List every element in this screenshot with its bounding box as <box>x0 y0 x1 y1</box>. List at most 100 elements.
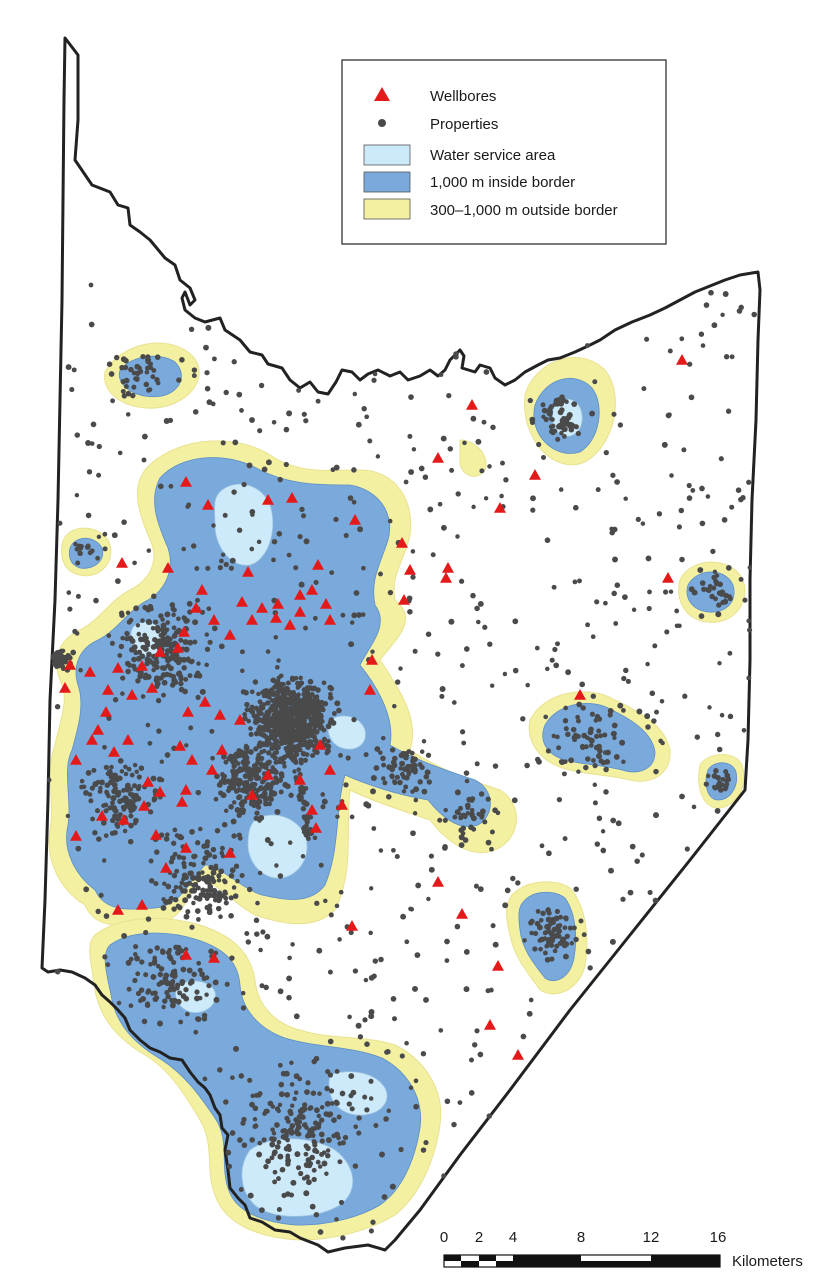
property-point <box>54 703 61 710</box>
property-point <box>204 385 211 392</box>
property-point <box>195 597 200 603</box>
property-point <box>594 733 600 739</box>
property-point <box>109 640 115 646</box>
property-point <box>270 703 276 709</box>
property-point <box>589 711 595 717</box>
property-point <box>331 711 337 716</box>
property-point <box>524 762 530 769</box>
property-point <box>573 886 579 892</box>
property-point <box>346 1101 352 1107</box>
property-point <box>284 1091 291 1098</box>
property-point <box>492 763 499 769</box>
property-point <box>273 776 279 782</box>
property-point <box>111 532 118 539</box>
property-point <box>285 1118 291 1124</box>
property-point <box>274 664 280 670</box>
property-point <box>46 777 52 783</box>
property-point <box>371 377 377 383</box>
property-point <box>226 756 232 762</box>
property-point <box>181 656 187 663</box>
property-point <box>283 1145 290 1152</box>
property-point <box>263 712 270 718</box>
property-point <box>150 660 155 666</box>
property-point <box>351 499 357 505</box>
property-point <box>210 846 217 853</box>
wellbore-point <box>404 564 416 575</box>
property-point <box>603 789 609 795</box>
property-point <box>526 1010 533 1017</box>
property-point <box>264 933 271 940</box>
property-point <box>688 586 695 593</box>
property-point <box>289 1060 294 1066</box>
property-point <box>163 418 170 424</box>
wellbore-point <box>136 899 148 910</box>
property-point <box>165 639 170 645</box>
property-point <box>383 1116 389 1122</box>
property-point <box>161 1004 166 1010</box>
property-point <box>162 881 167 886</box>
property-point <box>423 774 430 780</box>
property-point <box>543 714 549 720</box>
property-point <box>481 419 487 425</box>
property-point <box>90 816 96 822</box>
property-point <box>174 868 180 874</box>
property-point <box>557 941 563 946</box>
property-point <box>316 1113 322 1119</box>
property-point <box>115 789 122 796</box>
property-point <box>270 1127 275 1132</box>
property-point <box>504 887 511 894</box>
property-point <box>88 282 94 288</box>
property-point <box>258 725 264 730</box>
property-point <box>542 936 548 942</box>
property-point <box>195 789 202 796</box>
property-point <box>193 853 198 859</box>
property-point <box>172 679 179 686</box>
property-point <box>204 370 210 376</box>
property-point <box>276 531 283 537</box>
property-point <box>191 887 198 893</box>
property-point <box>175 982 181 988</box>
property-point <box>528 920 534 926</box>
property-point <box>584 343 590 349</box>
property-point <box>191 971 197 978</box>
property-point <box>177 990 183 996</box>
property-point <box>233 1045 239 1052</box>
property-point <box>173 884 179 890</box>
property-point <box>96 534 102 540</box>
property-point <box>325 1069 331 1075</box>
property-point <box>555 734 560 740</box>
property-point <box>144 1002 151 1008</box>
property-point <box>451 1121 457 1128</box>
property-point <box>267 801 272 807</box>
property-point <box>347 495 354 501</box>
property-point <box>289 676 296 683</box>
property-point <box>276 1176 281 1182</box>
wellbore-point <box>310 822 322 833</box>
property-point <box>182 688 188 695</box>
property-point <box>196 672 203 679</box>
property-point <box>724 772 731 779</box>
property-point <box>293 703 299 709</box>
property-point <box>463 770 470 776</box>
property-point <box>334 1217 339 1222</box>
property-point <box>140 353 146 360</box>
property-point <box>206 606 212 612</box>
property-point <box>154 945 160 951</box>
property-point <box>158 832 165 838</box>
property-point <box>303 1151 309 1157</box>
property-point <box>552 428 558 434</box>
property-point <box>214 827 221 834</box>
property-point <box>176 627 182 634</box>
property-point <box>117 798 123 805</box>
property-point <box>301 1106 308 1113</box>
property-point <box>183 618 190 624</box>
property-point <box>120 356 127 363</box>
property-point <box>293 1090 299 1095</box>
property-point <box>327 969 333 975</box>
property-point <box>323 742 329 748</box>
property-point <box>106 715 112 721</box>
property-point <box>581 932 587 938</box>
property-point <box>118 643 125 650</box>
property-point <box>719 589 726 596</box>
